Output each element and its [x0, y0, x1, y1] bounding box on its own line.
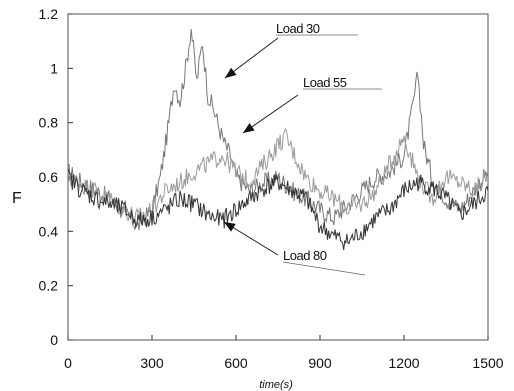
annotation-load-30-arrow: [224, 37, 279, 79]
arrowhead: [225, 67, 237, 78]
y-axis-ticks: 0 0.2 0.4 0.6 0.8 1 1.2: [39, 6, 73, 348]
annotation-layer: Load 30 Load 55 Load 80: [223, 21, 382, 276]
series-line-load-80: [67, 168, 489, 251]
x-tick-label: 900: [308, 355, 332, 371]
x-tick-label: 300: [140, 355, 164, 371]
y-tick-label: 1.2: [39, 6, 59, 22]
y-tick-label: 0.4: [39, 223, 59, 239]
y-tick-label: 0: [50, 332, 58, 348]
y-axis-label: F: [12, 190, 22, 207]
x-tick-label: 0: [64, 355, 72, 371]
annotation-load-55: Load 55: [303, 75, 347, 90]
annotation-load-30: Load 30: [276, 21, 320, 36]
annotation-underline: [282, 261, 366, 276]
series-line-load-55: [67, 127, 489, 222]
x-tick-label: 1200: [388, 355, 419, 371]
y-tick-label: 1: [50, 60, 58, 76]
series-layer: [67, 28, 489, 251]
x-tick-label: 600: [224, 355, 248, 371]
arrowhead: [224, 222, 236, 232]
x-tick-label: 1500: [472, 355, 503, 371]
y-tick-label: 0.2: [39, 278, 59, 294]
annotation-load-55-arrow: [242, 94, 299, 134]
x-axis-ticks: 0 300 600 900 1200 1500: [64, 335, 504, 371]
arrowhead: [243, 123, 255, 133]
y-tick-label: 0.6: [39, 169, 59, 185]
x-axis-label: time(s): [259, 379, 293, 391]
y-tick-label: 0.8: [39, 115, 59, 131]
annotation-load-80: Load 80: [283, 248, 327, 263]
